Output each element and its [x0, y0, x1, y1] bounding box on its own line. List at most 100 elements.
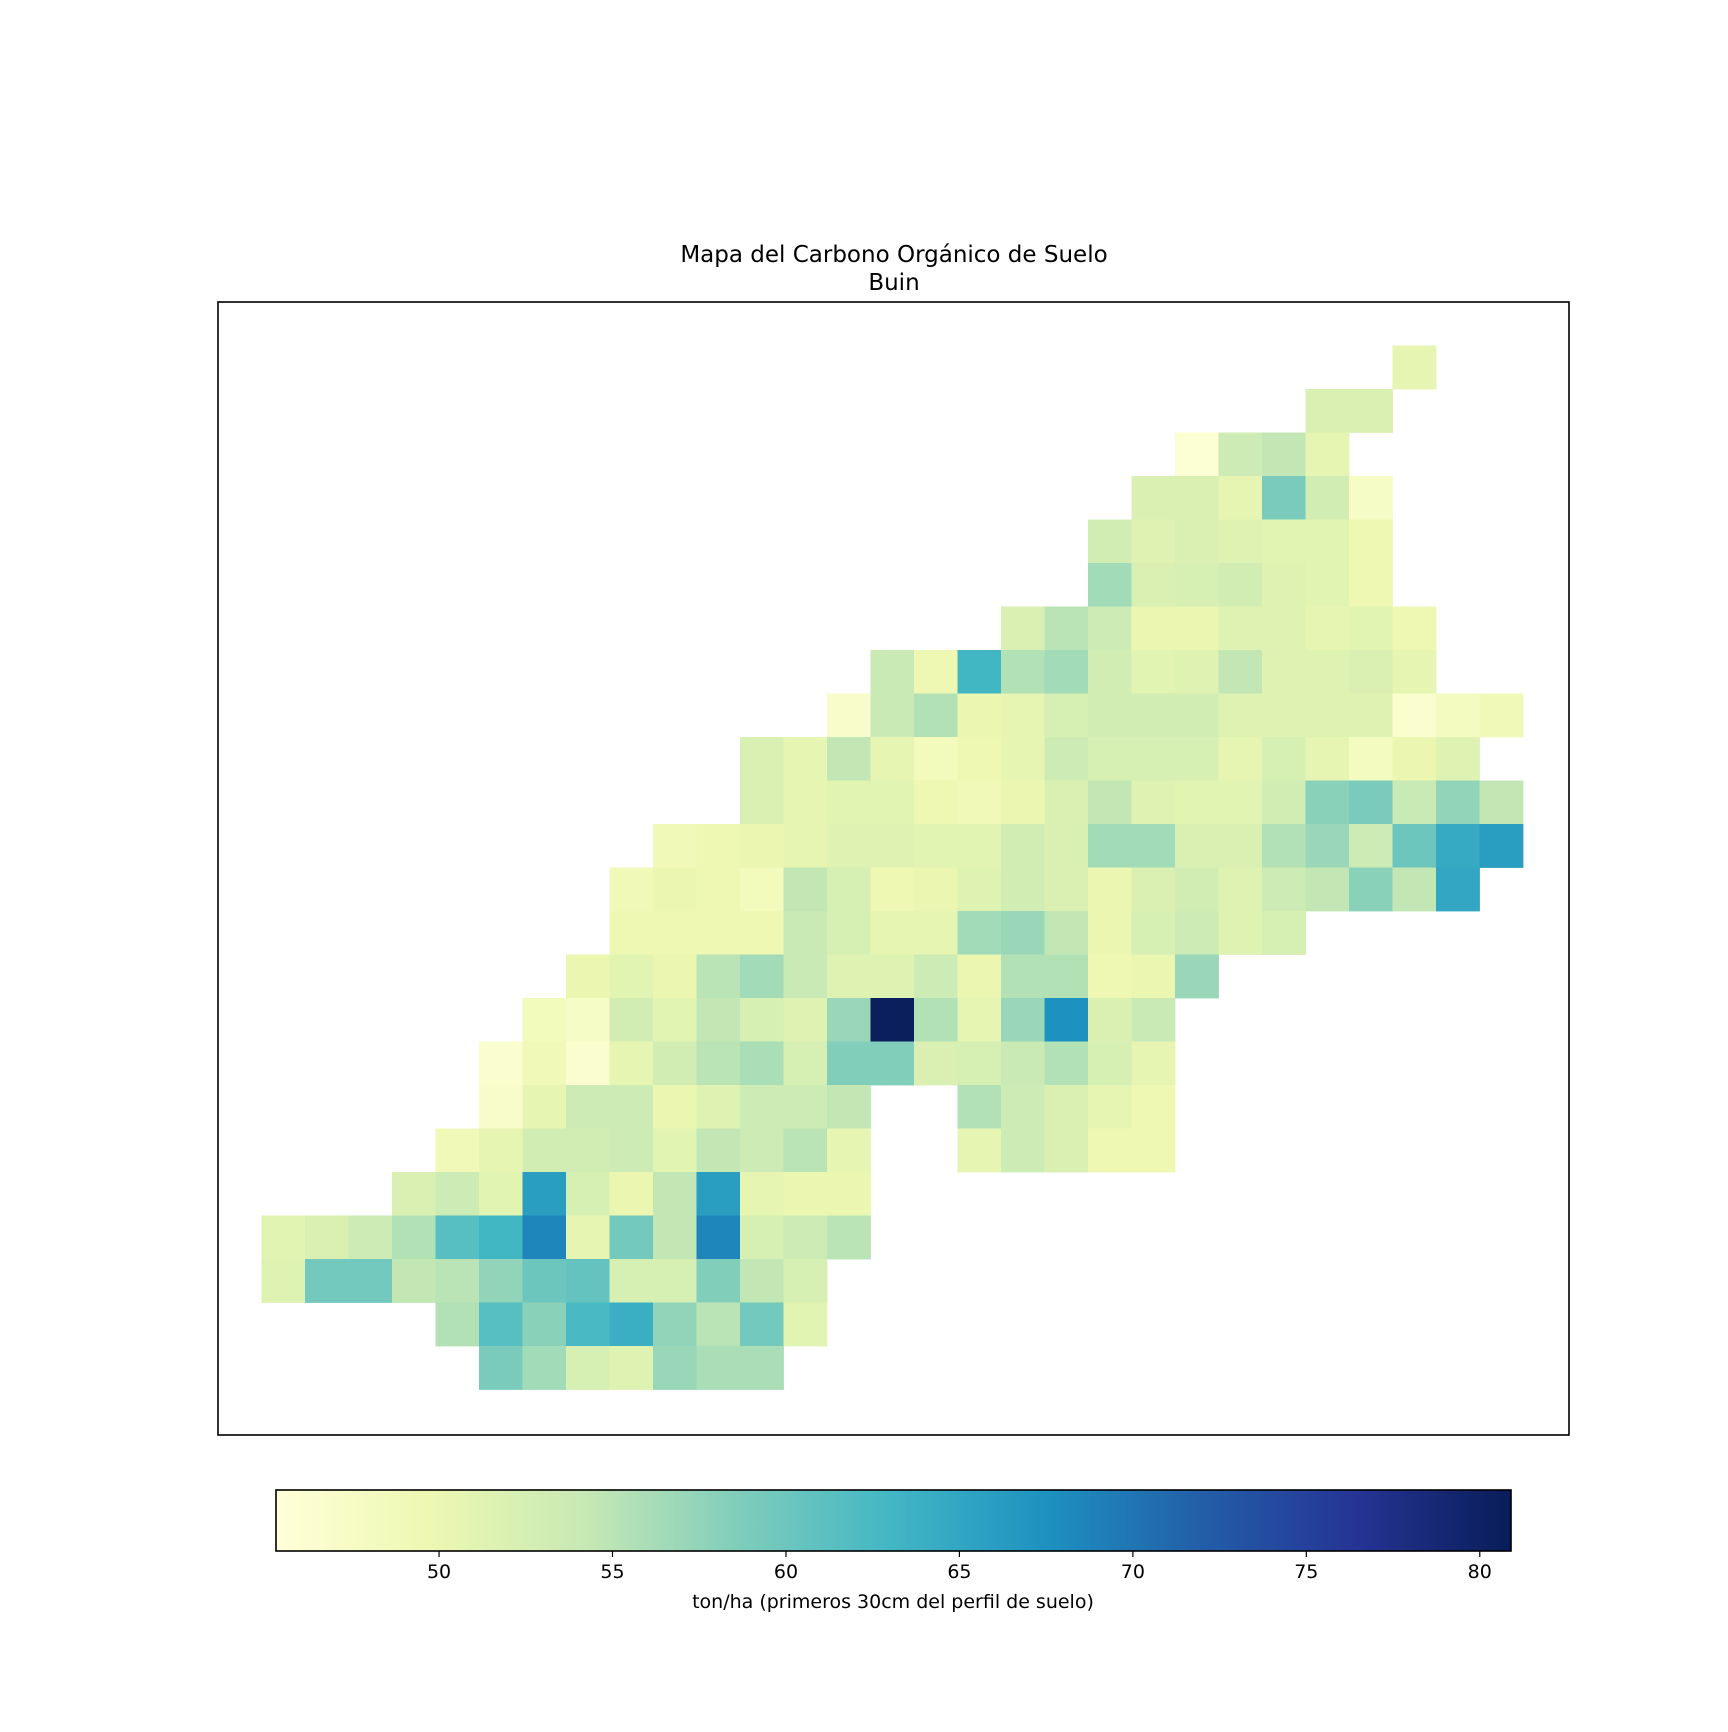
heatmap-cell — [827, 867, 871, 912]
heatmap-cell — [827, 1085, 871, 1129]
heatmap-cell — [957, 998, 1002, 1042]
heatmap-cell — [1262, 911, 1306, 955]
heatmap-cell — [1392, 780, 1437, 825]
heatmap-cell — [1349, 519, 1393, 564]
heatmap-cell — [522, 1215, 567, 1260]
heatmap-cell — [1175, 867, 1219, 912]
heatmap-cell — [1175, 693, 1219, 738]
heatmap-cell — [609, 1041, 654, 1086]
colorbar-tick-label: 80 — [1468, 1561, 1492, 1583]
heatmap-cell — [1305, 389, 1350, 433]
heatmap-cell — [914, 911, 958, 955]
heatmap-cell — [1044, 650, 1089, 694]
heatmap-cell — [696, 1041, 741, 1086]
heatmap-cell — [1131, 519, 1176, 564]
heatmap-cell — [740, 1302, 784, 1347]
heatmap-cell — [609, 1346, 654, 1390]
heatmap-cell — [1349, 780, 1393, 825]
heatmap-cell — [1088, 519, 1132, 564]
heatmap-cell — [1175, 650, 1219, 694]
heatmap-cell — [783, 1041, 828, 1086]
heatmap-cell — [827, 1041, 871, 1086]
heatmap-cell — [1175, 606, 1219, 651]
heatmap-cell — [740, 1346, 784, 1390]
heatmap-cell — [1262, 867, 1306, 912]
heatmap-cell — [1175, 432, 1219, 477]
plot-frame — [217, 301, 1570, 1436]
heatmap-cell — [1392, 693, 1437, 738]
heatmap-cell — [1001, 911, 1045, 955]
heatmap-cell — [827, 693, 871, 738]
heatmap-cell — [1305, 476, 1350, 520]
heatmap-cell — [1218, 693, 1263, 738]
heatmap-cell — [566, 1346, 610, 1390]
heatmap-cell — [914, 780, 958, 825]
heatmap-cell — [783, 1085, 828, 1129]
heatmap-cell — [1001, 1041, 1045, 1086]
heatmap-cell — [609, 1085, 654, 1129]
heatmap-cell — [609, 911, 654, 955]
heatmap-cell — [1175, 824, 1219, 868]
heatmap-cell — [609, 998, 654, 1042]
heatmap-cell — [1218, 519, 1263, 564]
heatmap-cell — [566, 998, 610, 1042]
heatmap-cell — [1392, 867, 1437, 912]
heatmap-cell — [914, 1041, 958, 1086]
heatmap-cell — [957, 780, 1002, 825]
heatmap-cell — [1001, 780, 1045, 825]
heatmap-cell — [1218, 563, 1263, 607]
heatmap-cell — [870, 954, 915, 999]
heatmap-cell — [1088, 1041, 1132, 1086]
heatmap-cell — [522, 1041, 567, 1086]
heatmap-cell — [1001, 1085, 1045, 1129]
heatmap-cell — [827, 1172, 871, 1216]
heatmap-cell — [1131, 1085, 1176, 1129]
colorbar-label: ton/ha (primeros 30cm del perfil de suel… — [692, 1591, 1094, 1613]
chart-title: Mapa del Carbono Orgánico de Suelo — [680, 242, 1107, 268]
heatmap-cell — [1131, 824, 1176, 868]
heatmap-cell — [1349, 824, 1393, 868]
heatmap-cell — [1349, 737, 1393, 781]
heatmap-cell — [870, 1041, 915, 1086]
heatmap-cell — [1218, 911, 1263, 955]
heatmap-cell — [1044, 824, 1089, 868]
heatmap-cell — [392, 1172, 436, 1216]
heatmap-cell — [522, 1172, 567, 1216]
heatmap-cell — [609, 1128, 654, 1173]
heatmap-cell — [696, 1215, 741, 1260]
heatmap-cell — [1305, 432, 1350, 477]
colorbar-tick-label: 75 — [1294, 1561, 1318, 1583]
heatmap-cell — [870, 650, 915, 694]
heatmap-cell — [1392, 737, 1437, 781]
heatmap-cell — [696, 1302, 741, 1347]
heatmap-cell — [609, 1302, 654, 1347]
heatmap-cell — [827, 998, 871, 1042]
heatmap-cell — [1305, 650, 1350, 694]
heatmap-cell — [435, 1128, 480, 1173]
heatmap-cell — [653, 1085, 697, 1129]
heatmap-cell — [1044, 780, 1089, 825]
heatmap-cell — [1479, 780, 1524, 825]
heatmap-cell — [827, 824, 871, 868]
heatmap-cell — [914, 650, 958, 694]
heatmap-cell — [1262, 432, 1306, 477]
heatmap-cell — [653, 1346, 697, 1390]
heatmap-cell — [1436, 693, 1480, 738]
heatmap-cell — [1044, 737, 1089, 781]
heatmap-cell — [1175, 476, 1219, 520]
heatmap-cell — [522, 1302, 567, 1347]
heatmap-cell — [1131, 954, 1176, 999]
heatmap-cell — [1305, 824, 1350, 868]
heatmap-cell — [479, 1215, 523, 1260]
heatmap-cell — [1088, 650, 1132, 694]
heatmap-cell — [783, 954, 828, 999]
heatmap-cell — [783, 780, 828, 825]
heatmap-cell — [1218, 824, 1263, 868]
heatmap-cell — [1175, 911, 1219, 955]
heatmap-cell — [696, 998, 741, 1042]
heatmap-cell — [435, 1172, 480, 1216]
heatmap-cell — [1131, 737, 1176, 781]
heatmap-cell — [653, 1128, 697, 1173]
